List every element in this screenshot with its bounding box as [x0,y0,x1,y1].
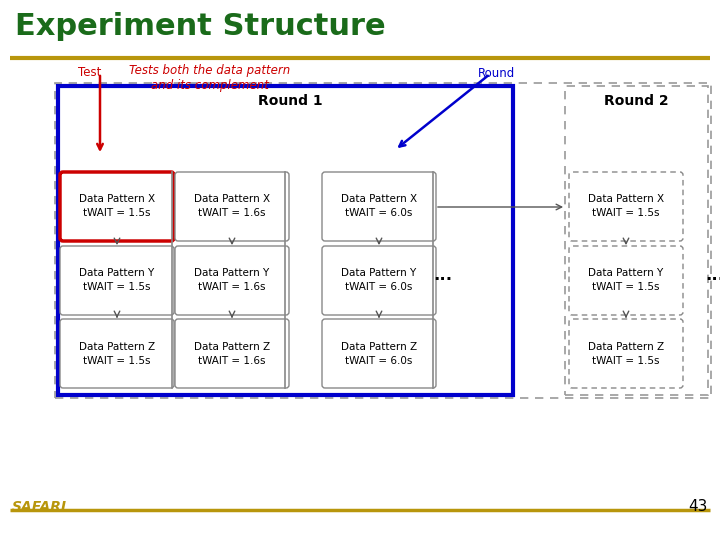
Text: ...: ... [706,266,720,284]
Text: Data Pattern X: Data Pattern X [588,194,664,205]
FancyBboxPatch shape [60,246,174,315]
Text: tWAIT = 1.6s: tWAIT = 1.6s [198,282,266,293]
Text: ...: ... [433,266,453,284]
Text: tWAIT = 1.5s: tWAIT = 1.5s [593,208,660,219]
FancyBboxPatch shape [322,172,436,241]
Text: tWAIT = 1.5s: tWAIT = 1.5s [593,355,660,366]
Text: Round 2: Round 2 [603,94,668,108]
Text: tWAIT = 1.5s: tWAIT = 1.5s [84,355,150,366]
Text: SAFARI: SAFARI [12,500,67,514]
FancyBboxPatch shape [175,246,289,315]
Text: Data Pattern Y: Data Pattern Y [341,268,417,279]
Text: Data Pattern Y: Data Pattern Y [79,268,155,279]
Text: tWAIT = 6.0s: tWAIT = 6.0s [346,282,413,293]
Text: Data Pattern X: Data Pattern X [79,194,155,205]
FancyBboxPatch shape [569,246,683,315]
Text: tWAIT = 1.5s: tWAIT = 1.5s [84,282,150,293]
Text: Data Pattern Z: Data Pattern Z [588,341,664,352]
Text: Round 1: Round 1 [258,94,323,108]
Text: Data Pattern X: Data Pattern X [341,194,417,205]
FancyBboxPatch shape [60,319,174,388]
FancyBboxPatch shape [175,172,289,241]
FancyBboxPatch shape [322,246,436,315]
Text: tWAIT = 6.0s: tWAIT = 6.0s [346,208,413,219]
Text: Tests both the data pattern
and its complement: Tests both the data pattern and its comp… [130,64,291,92]
Text: 43: 43 [688,499,708,514]
FancyBboxPatch shape [175,319,289,388]
Text: tWAIT = 1.5s: tWAIT = 1.5s [593,282,660,293]
Text: Data Pattern Y: Data Pattern Y [194,268,269,279]
Text: Data Pattern Z: Data Pattern Z [194,341,270,352]
Text: tWAIT = 1.6s: tWAIT = 1.6s [198,208,266,219]
Text: tWAIT = 6.0s: tWAIT = 6.0s [346,355,413,366]
Text: Round: Round [478,67,516,80]
FancyBboxPatch shape [569,319,683,388]
Text: Experiment Structure: Experiment Structure [15,12,386,41]
Text: tWAIT = 1.6s: tWAIT = 1.6s [198,355,266,366]
Text: Data Pattern X: Data Pattern X [194,194,270,205]
Text: Data Pattern Z: Data Pattern Z [341,341,417,352]
Text: Test: Test [78,66,102,79]
FancyBboxPatch shape [569,172,683,241]
Text: Data Pattern Z: Data Pattern Z [79,341,155,352]
FancyBboxPatch shape [60,172,174,241]
Text: tWAIT = 1.5s: tWAIT = 1.5s [84,208,150,219]
Text: Data Pattern Y: Data Pattern Y [588,268,664,279]
FancyBboxPatch shape [322,319,436,388]
